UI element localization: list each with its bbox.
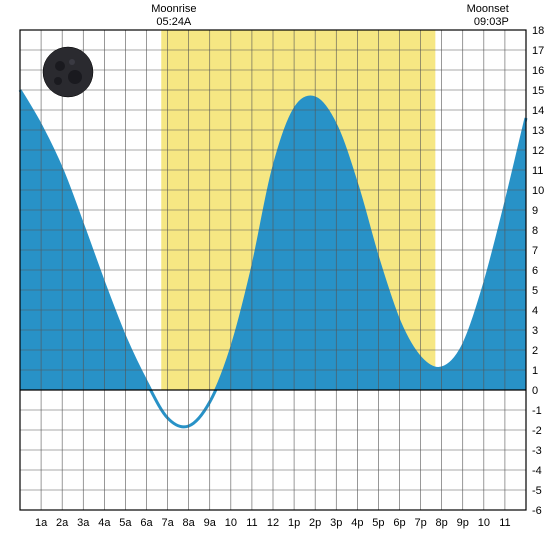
y-tick-label: 9 — [532, 205, 538, 217]
moonset-time: 09:03P — [474, 16, 509, 28]
x-tick-label: 9p — [457, 517, 469, 529]
x-tick-label: 3a — [77, 517, 90, 529]
y-tick-label: -5 — [532, 485, 542, 497]
y-tick-label: 7 — [532, 245, 538, 257]
y-tick-label: 5 — [532, 285, 538, 297]
y-tick-label: 16 — [532, 65, 544, 77]
y-tick-label: 1 — [532, 365, 538, 377]
y-tick-label: -1 — [532, 405, 542, 417]
y-tick-label: 17 — [532, 45, 544, 57]
y-tick-label: -2 — [532, 425, 542, 437]
x-tick-label: 5a — [119, 517, 132, 529]
x-tick-label: 1a — [35, 517, 48, 529]
x-tick-label: 2a — [56, 517, 69, 529]
y-tick-label: 12 — [532, 145, 544, 157]
y-tick-label: 0 — [532, 385, 538, 397]
y-tick-label: 11 — [532, 165, 543, 177]
y-tick-label: 14 — [532, 105, 544, 117]
x-tick-label: 11 — [499, 517, 510, 529]
y-tick-label: 3 — [532, 325, 538, 337]
x-tick-label: 12 — [267, 517, 279, 529]
y-tick-label: 18 — [532, 25, 544, 37]
x-tick-label: 3p — [330, 517, 342, 529]
y-tick-label: -3 — [532, 445, 542, 457]
x-tick-label: 7p — [414, 517, 426, 529]
x-tick-label: 4a — [98, 517, 111, 529]
x-tick-label: 10 — [225, 517, 237, 529]
moon-icon — [43, 47, 93, 97]
x-tick-label: 4p — [351, 517, 363, 529]
y-tick-label: 13 — [532, 125, 544, 137]
y-tick-label: 8 — [532, 225, 538, 237]
y-tick-label: 2 — [532, 345, 538, 357]
y-tick-label: 15 — [532, 85, 544, 97]
x-tick-label: 9a — [204, 517, 217, 529]
y-tick-label: -6 — [532, 505, 542, 517]
x-tick-label: 8a — [183, 517, 196, 529]
moonrise-time: 05:24A — [156, 16, 192, 28]
moonset-label: Moonset — [467, 3, 509, 15]
x-tick-label: 8p — [436, 517, 448, 529]
moonrise-label: Moonrise — [151, 3, 196, 15]
y-tick-label: 6 — [532, 265, 538, 277]
x-tick-label: 10 — [478, 517, 490, 529]
x-tick-label: 1p — [288, 517, 300, 529]
x-tick-label: 5p — [372, 517, 384, 529]
y-tick-label: 4 — [532, 305, 538, 317]
y-tick-label: 10 — [532, 185, 544, 197]
x-tick-label: 6p — [393, 517, 405, 529]
x-tick-label: 6a — [140, 517, 153, 529]
x-tick-label: 11 — [246, 517, 257, 529]
x-tick-label: 2p — [309, 517, 321, 529]
tide-chart: -6-5-4-3-2-10123456789101112131415161718… — [0, 0, 550, 550]
x-tick-label: 7a — [161, 517, 174, 529]
y-tick-label: -4 — [532, 465, 542, 477]
